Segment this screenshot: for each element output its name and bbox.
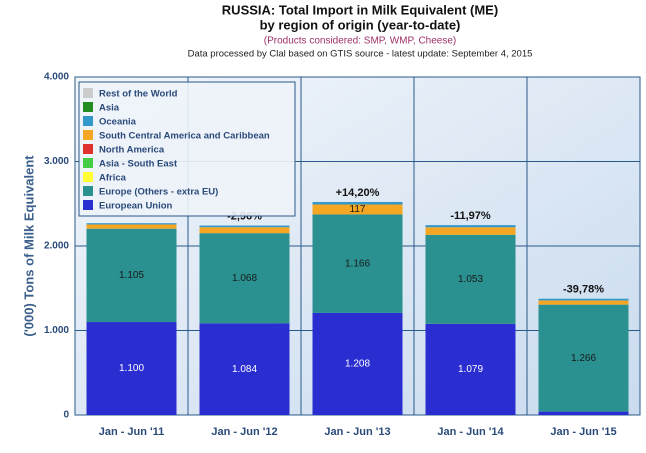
value-label: 1.105: [119, 270, 144, 281]
bar-segment: [199, 323, 290, 415]
bar-segment: [199, 233, 290, 324]
bar-segment: [538, 411, 629, 415]
value-label: 1.266: [571, 353, 596, 364]
bar-segment: [312, 201, 403, 205]
bar-segment: [425, 234, 516, 324]
y-tick-label: 3.000: [44, 156, 69, 167]
x-tick-label: Jan - Jun '15: [550, 426, 616, 438]
change-label: -11,97%: [450, 210, 491, 222]
legend-label: South Central America and Caribbean: [99, 131, 270, 142]
legend-swatch: [83, 144, 93, 154]
change-label: -39,78%: [563, 284, 604, 296]
source: Data processed by Clal based on GTIS sou…: [188, 49, 533, 60]
legend-label: European Union: [99, 201, 173, 212]
legend-label: Asia: [99, 103, 120, 114]
bar-segment: [425, 323, 516, 415]
legend-swatch: [83, 102, 93, 112]
value-label: 1.166: [345, 258, 370, 269]
chart-title: by region of origin (year-to-date): [260, 17, 461, 32]
y-tick-label: 2.000: [44, 241, 69, 252]
y-tick-label: 0: [63, 410, 69, 421]
legend-label: Africa: [99, 173, 127, 184]
y-tick-label: 1.000: [44, 325, 69, 336]
legend-swatch: [83, 130, 93, 140]
bar-segment: [86, 224, 177, 229]
value-label: 1.068: [232, 273, 257, 284]
value-label: 1.053: [458, 274, 483, 285]
legend-swatch: [83, 186, 93, 196]
bar-segment: [312, 204, 403, 215]
x-tick-label: Jan - Jun '14: [437, 426, 504, 438]
legend-label: Rest of the World: [99, 89, 178, 100]
bar-segment: [425, 227, 516, 235]
legend-swatch: [83, 88, 93, 98]
legend-label: Oceania: [99, 117, 137, 128]
x-tick-label: Jan - Jun '13: [324, 426, 390, 438]
bar-segment: [312, 312, 403, 415]
bar-segment: [538, 298, 629, 301]
bar-segment: [86, 228, 177, 323]
value-label: 1.079: [458, 364, 483, 375]
value-label: 117: [350, 204, 366, 215]
legend-label: North America: [99, 145, 165, 156]
legend-swatch: [83, 172, 93, 182]
chart-subtitle: (Products considered: SMP, WMP, Cheese): [264, 36, 457, 47]
chart-title: RUSSIA: Total Import in Milk Equivalent …: [222, 2, 498, 17]
legend-box: [78, 81, 296, 217]
x-tick-label: Jan - Jun '11: [99, 426, 165, 438]
value-label: 1.100: [119, 363, 144, 374]
bar-segment: [425, 225, 516, 228]
bar-segment: [199, 227, 290, 234]
bar-segment: [86, 223, 177, 225]
bar-segment: [199, 225, 290, 228]
legend-label: Asia - South East: [99, 159, 178, 170]
x-tick-label: Jan - Jun '12: [211, 426, 277, 438]
bar-segment: [538, 300, 629, 305]
change-label: +14,20%: [336, 187, 380, 199]
bar-segment: [538, 304, 629, 412]
y-axis-label: ('000) Tons of Milk Equivalent: [21, 155, 36, 337]
legend-swatch: [83, 116, 93, 126]
y-tick-label: 4.000: [44, 72, 69, 83]
value-label: 1.208: [345, 359, 370, 370]
legend-label: Europe (Others - extra EU): [99, 187, 218, 198]
value-label: 1.084: [232, 364, 257, 375]
bar-segment: [312, 214, 403, 313]
bar-segment: [86, 322, 177, 415]
legend-swatch: [83, 158, 93, 168]
legend-swatch: [83, 200, 93, 210]
